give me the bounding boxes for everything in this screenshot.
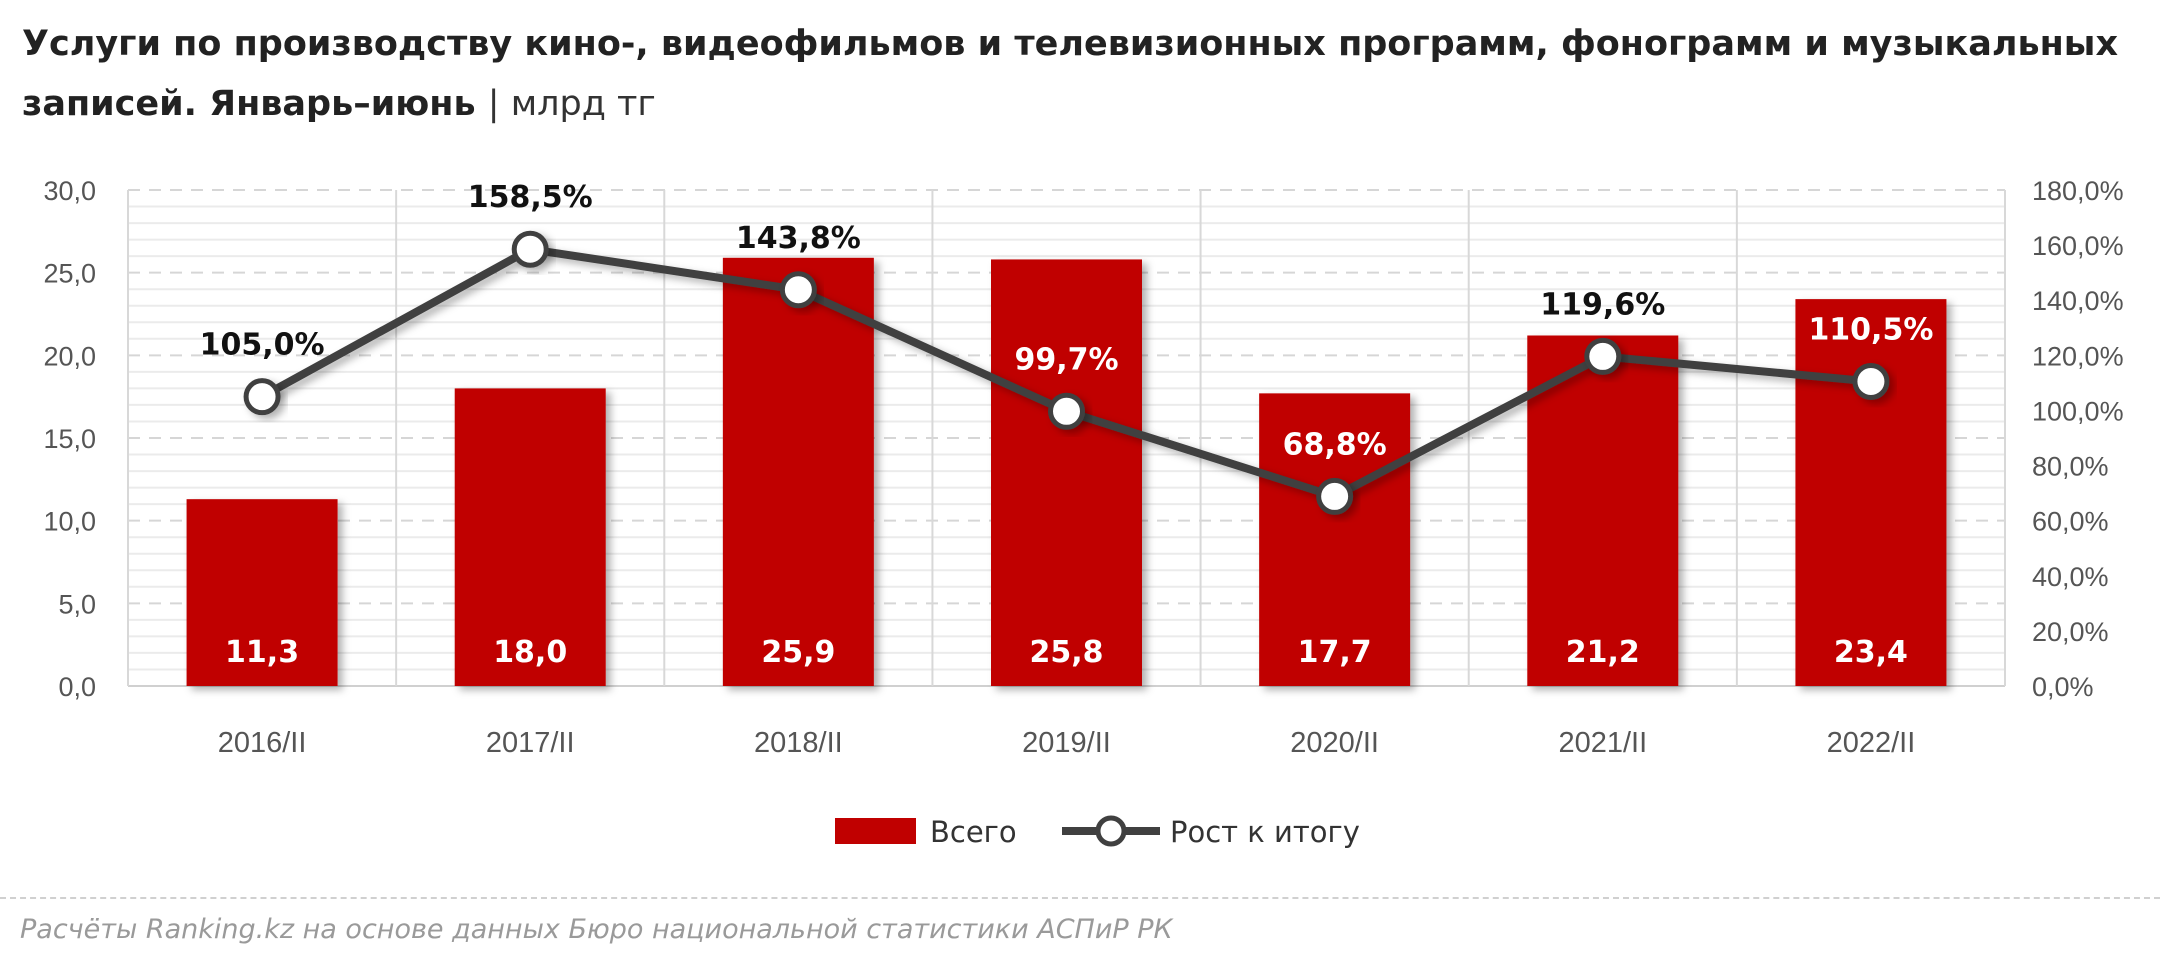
right-axis-tick: 60,0%	[2032, 507, 2109, 537]
growth-value-label: 110,5%	[1808, 313, 1933, 348]
right-axis-tick: 140,0%	[2032, 286, 2124, 316]
bar	[991, 259, 1142, 686]
bar	[186, 499, 338, 686]
right-axis-tick: 0,0%	[2032, 672, 2094, 702]
category-label: 2017/II	[486, 727, 575, 759]
left-axis-tick: 0,0	[58, 672, 96, 702]
bar	[454, 388, 606, 686]
bar-value-label: 25,9	[761, 635, 835, 670]
bar	[1795, 299, 1947, 686]
bar-value-label: 11,3	[225, 635, 299, 670]
title-unit: | млрд тг	[487, 84, 656, 124]
growth-marker	[1316, 477, 1354, 515]
growth-marker	[1584, 337, 1622, 375]
growth-value-label: 158,5%	[468, 180, 593, 215]
legend-swatch-bar	[835, 818, 916, 844]
bar	[722, 257, 874, 686]
category-label: 2018/II	[754, 727, 843, 759]
growth-marker	[779, 271, 817, 309]
right-axis-tick: 80,0%	[2032, 452, 2109, 482]
right-axis-tick: 20,0%	[2032, 617, 2109, 647]
right-axis-tick: 180,0%	[2032, 176, 2124, 206]
bar	[1527, 335, 1679, 686]
left-axis-tick: 25,0	[43, 259, 96, 289]
category-label: 2021/II	[1558, 727, 1647, 759]
growth-value-label: 119,6%	[1540, 287, 1665, 322]
source-note: Расчёты Ranking.kz на основе данных Бюро…	[20, 914, 1173, 945]
legend-label-bar: Всего	[930, 815, 1017, 849]
growth-marker	[1852, 363, 1890, 401]
legend-label-line: Рост к итогу	[1170, 815, 1360, 849]
growth-value-label: 105,0%	[200, 328, 325, 363]
growth-value-label: 99,7%	[1014, 342, 1118, 377]
bar	[1259, 393, 1411, 686]
legend-swatch-marker	[1095, 815, 1127, 847]
category-label: 2020/II	[1290, 727, 1379, 759]
growth-marker	[1048, 392, 1085, 430]
bar-value-label: 17,7	[1298, 635, 1372, 670]
category-label: 2016/II	[218, 727, 307, 759]
left-axis-tick: 15,0	[43, 424, 96, 454]
bar-value-label: 25,8	[1029, 635, 1103, 670]
growth-marker	[243, 378, 281, 416]
bar-value-label: 21,2	[1566, 635, 1640, 670]
left-axis-tick: 20,0	[43, 341, 96, 371]
separator	[0, 897, 2160, 899]
category-label: 2022/II	[1827, 727, 1916, 759]
right-axis-tick: 120,0%	[2032, 341, 2124, 371]
bar-value-label: 23,4	[1834, 635, 1908, 670]
right-axis-tick: 40,0%	[2032, 562, 2109, 592]
left-axis-tick: 5,0	[58, 589, 96, 619]
title-text: Услуги по производству кино-, видеофильм…	[22, 24, 2119, 124]
growth-marker	[511, 230, 549, 268]
right-axis-tick: 160,0%	[2032, 231, 2124, 261]
right-axis-tick: 100,0%	[2032, 396, 2124, 426]
left-axis-tick: 30,0	[43, 176, 96, 206]
chart-title: Услуги по производству кино-, видеофильм…	[22, 14, 2122, 134]
left-axis-tick: 10,0	[43, 507, 96, 537]
growth-value-label: 68,8%	[1283, 427, 1387, 462]
category-label: 2019/II	[1022, 727, 1111, 759]
bar-value-label: 18,0	[493, 635, 567, 670]
growth-value-label: 143,8%	[736, 221, 861, 256]
